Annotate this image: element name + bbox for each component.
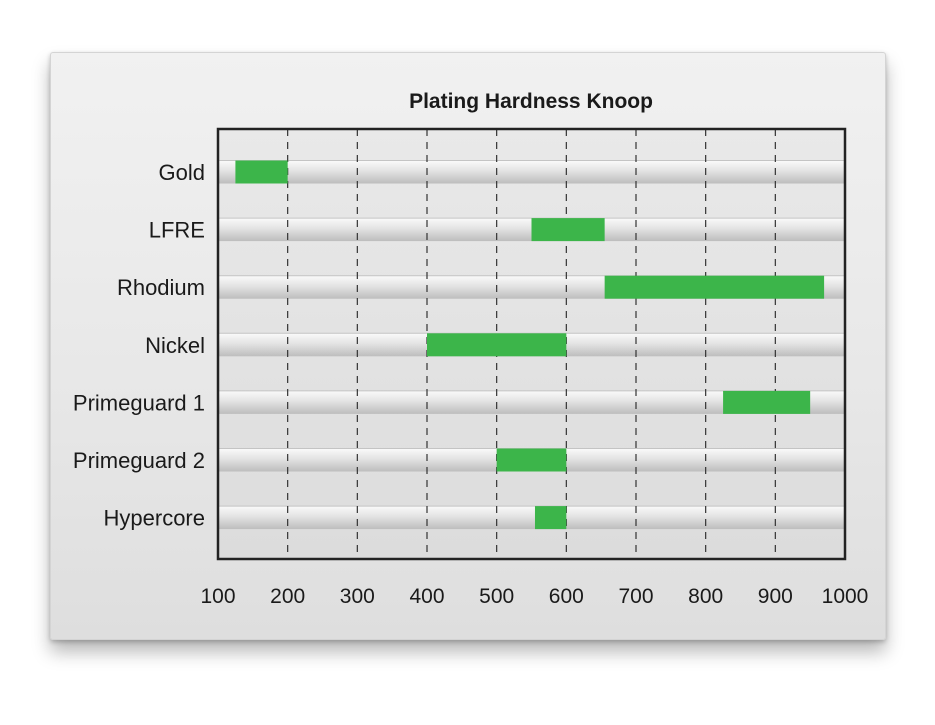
x-tick-label: 900	[758, 585, 793, 608]
range-bar	[496, 448, 567, 472]
category-label: Gold	[159, 160, 205, 185]
range-bar	[235, 160, 288, 184]
range-bar	[427, 333, 567, 357]
x-tick-labels: 100 200 300 400 500 600 700 800 900 1000	[200, 585, 868, 608]
range-bar	[723, 390, 811, 414]
x-tick-label: 200	[270, 585, 305, 608]
x-tick-label: 100	[200, 585, 235, 608]
x-tick-label: 600	[549, 585, 584, 608]
category-label: Primeguard 2	[73, 448, 205, 473]
plot-border	[216, 127, 847, 561]
x-tick-label: 300	[340, 585, 375, 608]
row-band	[218, 506, 845, 530]
category-label: Primeguard 1	[73, 390, 205, 415]
range-bars	[235, 160, 825, 530]
chart-title: Plating Hardness Knoop	[409, 90, 653, 113]
range-bar	[534, 506, 567, 530]
row-band	[218, 390, 845, 414]
category-label: Hypercore	[104, 506, 205, 531]
category-label: Nickel	[145, 333, 205, 358]
range-bar	[604, 275, 825, 299]
category-labels: Gold LFRE Rhodium Nickel Primeguard 1 Primegu…	[73, 160, 205, 531]
category-label: Rhodium	[117, 275, 205, 300]
range-bar	[531, 218, 605, 242]
row-band	[218, 160, 845, 184]
x-tick-label: 500	[479, 585, 514, 608]
x-tick-label: 800	[688, 585, 723, 608]
x-tick-label: 700	[618, 585, 653, 608]
x-tick-label: 400	[409, 585, 444, 608]
x-tick-label: 1000	[822, 585, 869, 608]
category-label: LFRE	[149, 218, 205, 243]
